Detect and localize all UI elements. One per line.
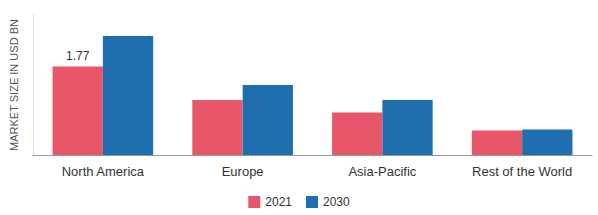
svg-text:North America: North America	[62, 164, 145, 179]
svg-text:MARKET SIZE IN USD BN: MARKET SIZE IN USD BN	[8, 19, 20, 151]
svg-text:Europe: Europe	[222, 164, 264, 179]
svg-text:2030: 2030	[323, 195, 350, 209]
svg-text:Asia-Pacific: Asia-Pacific	[348, 164, 416, 179]
svg-text:Rest of the World: Rest of the World	[472, 164, 572, 179]
svg-text:1.77: 1.77	[66, 49, 90, 63]
svg-text:2021: 2021	[265, 195, 292, 209]
